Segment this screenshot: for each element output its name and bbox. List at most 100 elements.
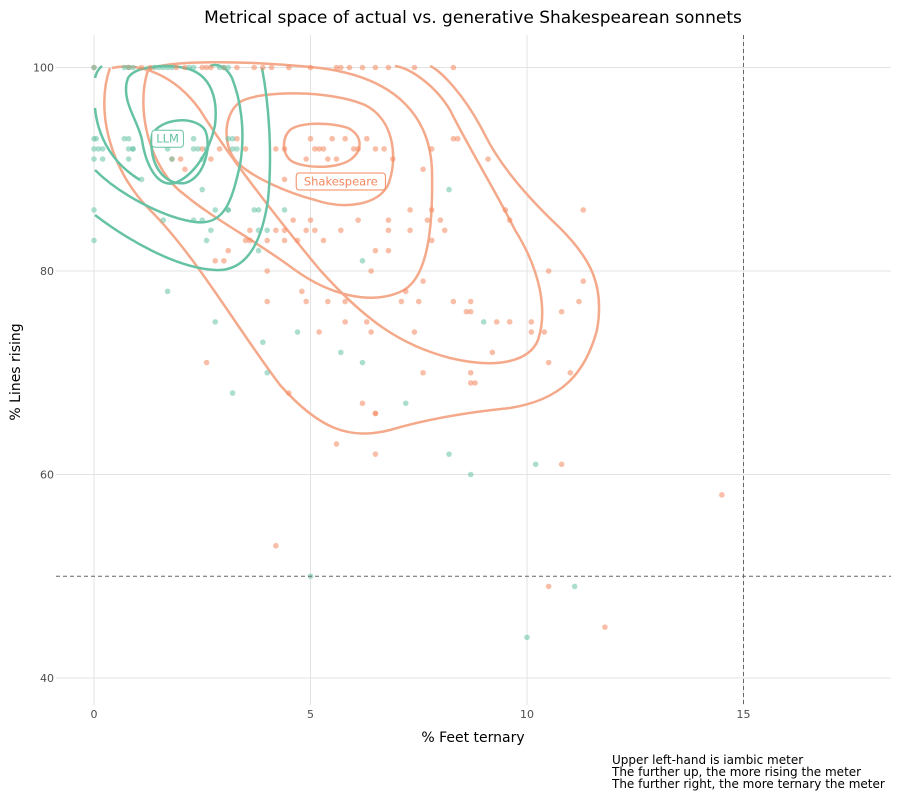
x-tick-label: 10 xyxy=(520,708,534,721)
llm-point xyxy=(164,288,171,295)
llm-point xyxy=(338,349,344,356)
llm-point xyxy=(532,461,539,468)
shakespeare-point xyxy=(381,146,387,152)
shakespeare-point xyxy=(402,288,409,295)
shakespeare-point xyxy=(580,278,587,284)
shakespeare-point xyxy=(338,227,344,234)
shakespeare-point xyxy=(389,156,396,162)
llm-point xyxy=(264,227,271,234)
shakespeare-point xyxy=(437,217,444,223)
shakespeare-point xyxy=(333,441,340,447)
shakespeare-point xyxy=(273,542,279,549)
shakespeare-point xyxy=(264,298,271,305)
shakespeare-point xyxy=(545,583,552,590)
llm-point xyxy=(199,186,206,193)
shakespeare-point xyxy=(558,308,565,315)
llm-point xyxy=(130,146,136,152)
y-tick-label: 60 xyxy=(40,469,54,482)
llm-point xyxy=(99,146,106,152)
shakespeare-point xyxy=(212,258,219,264)
llm-point xyxy=(281,207,288,213)
llm-point xyxy=(199,217,206,223)
llm-point xyxy=(190,146,197,152)
shakespeare-point xyxy=(338,64,344,71)
llm-point xyxy=(359,359,366,366)
llm-point xyxy=(125,156,132,162)
shakespeare-point xyxy=(407,227,413,234)
shakespeare-point xyxy=(428,207,435,213)
shakespeare-point xyxy=(199,64,206,71)
shakespeare-point xyxy=(545,359,552,366)
caption-line-3: The further right, the more ternary the … xyxy=(611,777,885,791)
shakespeare-point xyxy=(385,247,392,254)
llm-point xyxy=(255,247,262,254)
llm-point xyxy=(195,146,201,152)
shakespeare-point xyxy=(463,308,470,315)
shakespeare-point xyxy=(441,227,448,234)
llm-point xyxy=(91,146,97,152)
llm-point xyxy=(125,135,132,142)
shakespeare-point xyxy=(506,319,513,325)
shakespeare-label-box xyxy=(295,172,386,191)
shakespeare-point xyxy=(320,237,327,244)
llm-point xyxy=(190,64,197,71)
llm-point xyxy=(229,146,236,152)
llm-point xyxy=(225,207,232,213)
shakespeare-point xyxy=(385,227,392,234)
shakespeare-point xyxy=(359,64,366,71)
llm-point xyxy=(255,227,262,234)
shakespeare-point xyxy=(221,258,227,264)
shakespeare-point xyxy=(299,288,305,295)
shakespeare-point xyxy=(528,329,535,335)
series-labels: Shakespeare LLM xyxy=(151,129,386,191)
llm-point xyxy=(216,64,223,71)
shakespeare-point xyxy=(602,624,608,630)
shakespeare-point xyxy=(286,64,292,71)
shakespeare-point xyxy=(203,359,210,366)
shakespeare-point xyxy=(273,146,279,152)
llm-point xyxy=(190,135,197,142)
shakespeare-point xyxy=(541,329,548,335)
llm-point xyxy=(160,217,167,223)
shakespeare-point xyxy=(359,400,366,407)
shakespeare-point xyxy=(147,64,154,71)
shakespeare-point xyxy=(424,217,431,223)
llm-point xyxy=(446,451,452,457)
y-tick-label: 100 xyxy=(33,62,54,75)
shakespeare-point xyxy=(415,298,422,305)
shakespeare-point xyxy=(268,64,275,71)
shakespeare-point xyxy=(216,146,223,152)
llm-contour-left xyxy=(93,107,141,182)
shakespeare-point xyxy=(333,156,340,162)
shakespeare-point xyxy=(247,227,253,234)
shakespeare-point xyxy=(485,156,491,162)
llm-point xyxy=(99,156,106,162)
shakespeare-point xyxy=(208,156,214,162)
y-tick-label: 40 xyxy=(40,672,54,685)
shakespeare-point xyxy=(558,461,565,468)
llm-point xyxy=(169,64,175,71)
llm-contour-top xyxy=(93,65,103,79)
llm-point xyxy=(121,64,128,71)
llm-point xyxy=(251,207,258,213)
llm-point xyxy=(199,156,206,162)
shakespeare-point xyxy=(420,278,426,284)
captions: Upper left-hand is iambic meter The furt… xyxy=(611,753,885,791)
x-tick-label: 0 xyxy=(91,708,98,721)
shakespeare-point xyxy=(208,64,214,71)
shakespeare-point xyxy=(528,319,535,325)
llm-point xyxy=(467,471,474,478)
shakespeare-point xyxy=(506,217,513,223)
shakespeare-point xyxy=(355,217,361,223)
llm-point xyxy=(125,146,132,152)
shakespeare-point xyxy=(411,329,418,335)
shakespeare-point xyxy=(346,64,353,71)
llm-point xyxy=(480,319,487,325)
shakespeare-point xyxy=(325,298,331,305)
llm-point xyxy=(91,207,97,213)
reference-lines xyxy=(56,35,891,705)
shakespeare-point xyxy=(472,380,478,386)
shakespeare-point xyxy=(264,268,271,274)
shakespeare-point xyxy=(351,146,357,152)
shakespeare-point xyxy=(407,207,413,213)
